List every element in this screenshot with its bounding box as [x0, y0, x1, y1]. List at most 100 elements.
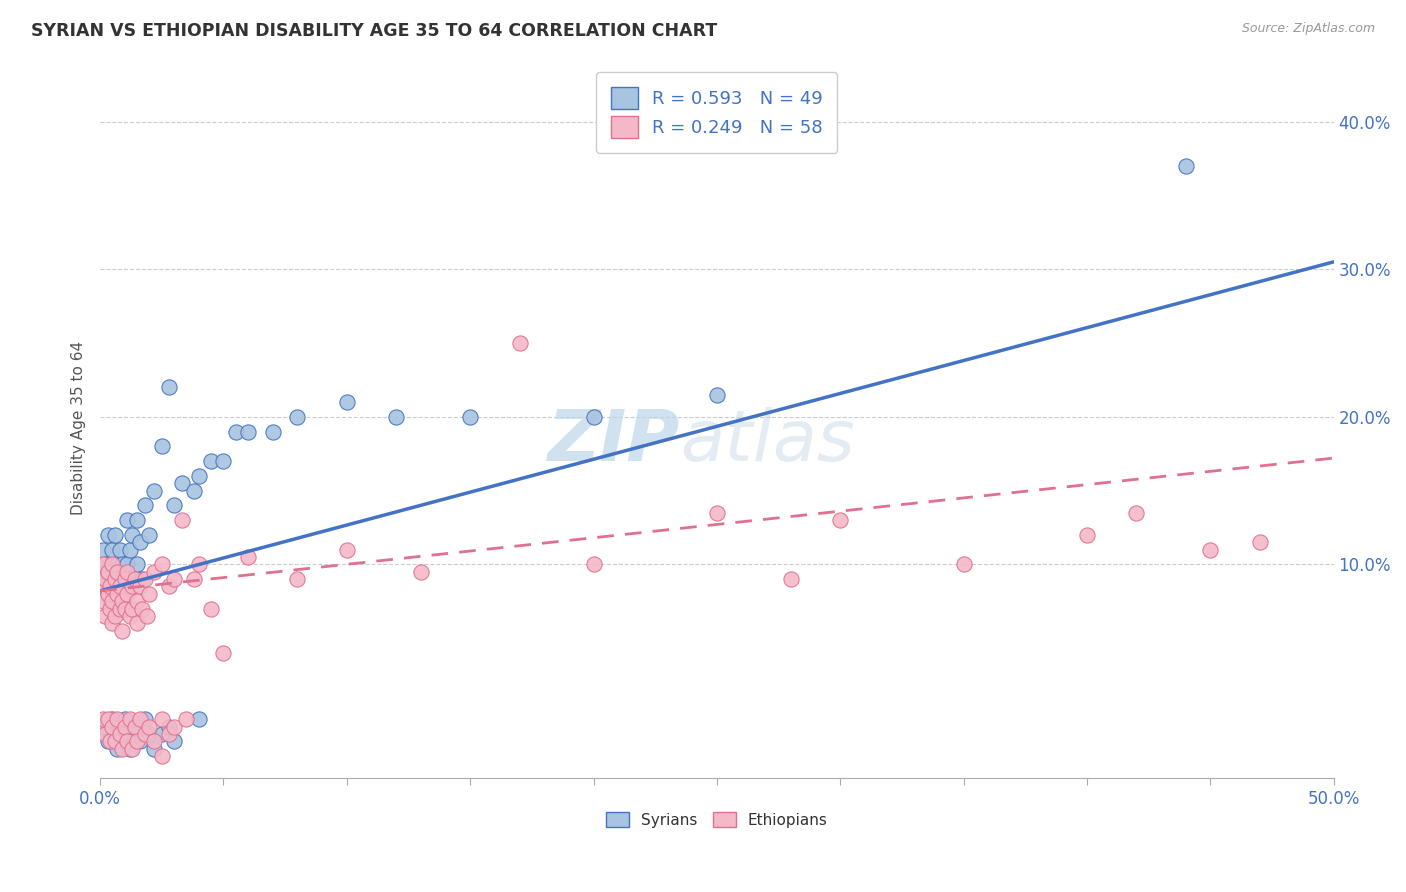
Point	[706, 387, 728, 401]
Point	[114, 601, 136, 615]
Point	[143, 741, 166, 756]
Point	[105, 558, 128, 572]
Point	[111, 594, 134, 608]
Point	[111, 558, 134, 572]
Point	[143, 565, 166, 579]
Point	[127, 558, 149, 572]
Point	[163, 734, 186, 748]
Point	[212, 646, 235, 660]
Point	[117, 727, 139, 741]
Point	[101, 720, 124, 734]
Point	[187, 468, 209, 483]
Point	[108, 542, 131, 557]
Point	[117, 558, 139, 572]
Point	[101, 558, 124, 572]
Point	[104, 609, 127, 624]
Point	[117, 513, 139, 527]
Point	[128, 712, 150, 726]
Point	[101, 572, 124, 586]
Point	[121, 727, 143, 741]
Point	[89, 579, 111, 593]
Point	[108, 727, 131, 741]
Point	[91, 720, 114, 734]
Point	[114, 720, 136, 734]
Point	[582, 558, 605, 572]
Point	[157, 579, 180, 593]
Point	[143, 483, 166, 498]
Point	[131, 601, 153, 615]
Point	[91, 712, 114, 726]
Point	[1174, 159, 1197, 173]
Point	[104, 528, 127, 542]
Point	[108, 720, 131, 734]
Point	[96, 712, 118, 726]
Point	[94, 558, 117, 572]
Point	[101, 594, 124, 608]
Point	[105, 741, 128, 756]
Point	[101, 542, 124, 557]
Point	[118, 542, 141, 557]
Point	[236, 425, 259, 439]
Point	[409, 565, 432, 579]
Point	[96, 734, 118, 748]
Point	[127, 513, 149, 527]
Text: atlas: atlas	[681, 408, 855, 476]
Point	[136, 609, 159, 624]
Point	[509, 336, 531, 351]
Point	[200, 601, 222, 615]
Point	[121, 579, 143, 593]
Point	[138, 727, 160, 741]
Point	[187, 558, 209, 572]
Text: SYRIAN VS ETHIOPIAN DISABILITY AGE 35 TO 64 CORRELATION CHART: SYRIAN VS ETHIOPIAN DISABILITY AGE 35 TO…	[31, 22, 717, 40]
Point	[94, 609, 117, 624]
Point	[1199, 542, 1222, 557]
Point	[118, 609, 141, 624]
Point	[138, 587, 160, 601]
Point	[96, 528, 118, 542]
Point	[94, 572, 117, 586]
Point	[157, 720, 180, 734]
Point	[96, 587, 118, 601]
Legend: Syrians, Ethiopians: Syrians, Ethiopians	[600, 805, 834, 834]
Point	[104, 734, 127, 748]
Point	[287, 409, 309, 424]
Point	[108, 579, 131, 593]
Point	[114, 572, 136, 586]
Y-axis label: Disability Age 35 to 64: Disability Age 35 to 64	[72, 341, 86, 515]
Point	[105, 565, 128, 579]
Point	[187, 712, 209, 726]
Point	[111, 741, 134, 756]
Point	[134, 712, 156, 726]
Point	[138, 720, 160, 734]
Point	[170, 476, 193, 491]
Point	[111, 734, 134, 748]
Point	[236, 549, 259, 564]
Point	[150, 727, 173, 741]
Point	[101, 712, 124, 726]
Point	[91, 542, 114, 557]
Point	[157, 727, 180, 741]
Point	[262, 425, 284, 439]
Point	[1076, 528, 1098, 542]
Point	[163, 572, 186, 586]
Point	[127, 734, 149, 748]
Point	[458, 409, 481, 424]
Point	[114, 712, 136, 726]
Point	[128, 535, 150, 549]
Point	[1249, 535, 1271, 549]
Point	[150, 749, 173, 764]
Point	[183, 483, 205, 498]
Point	[124, 720, 146, 734]
Point	[1125, 506, 1147, 520]
Point	[104, 727, 127, 741]
Point	[134, 727, 156, 741]
Text: ZIP: ZIP	[547, 408, 681, 476]
Point	[89, 572, 111, 586]
Point	[706, 506, 728, 520]
Point	[118, 712, 141, 726]
Point	[124, 572, 146, 586]
Point	[105, 587, 128, 601]
Point	[121, 601, 143, 615]
Point	[114, 572, 136, 586]
Point	[105, 712, 128, 726]
